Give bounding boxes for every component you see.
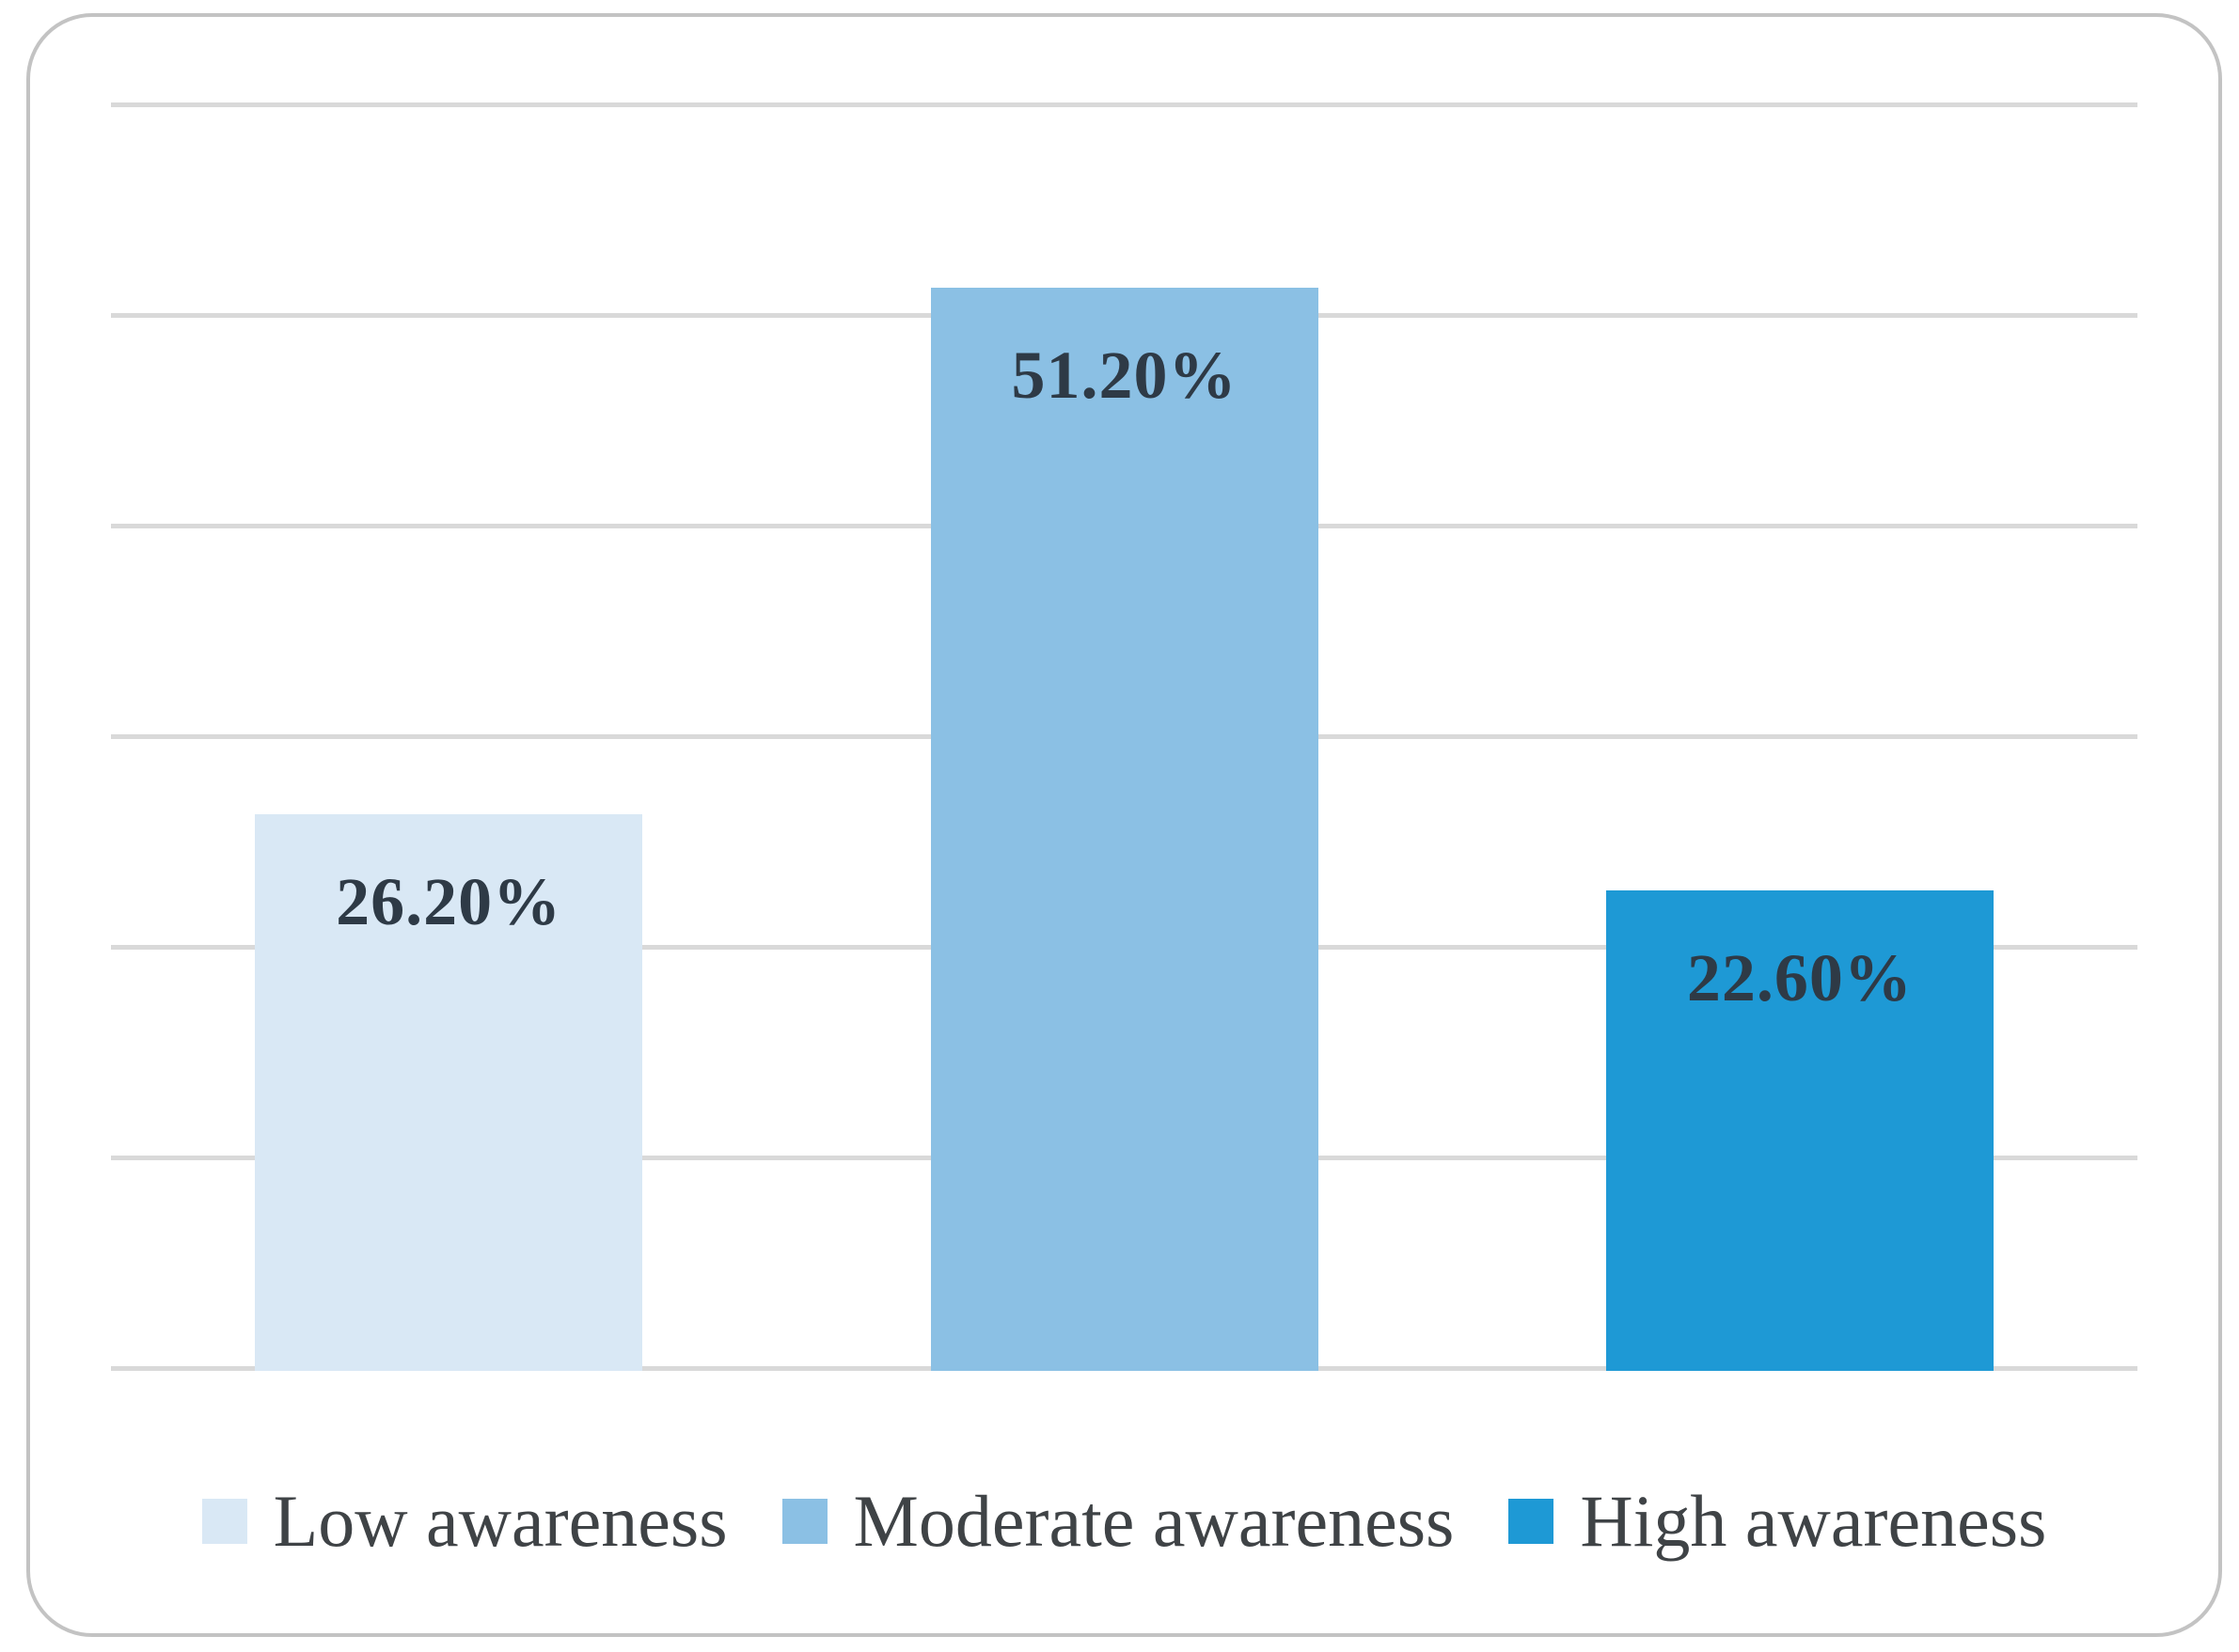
legend-label: High awareness [1580, 1480, 2047, 1562]
bar-high-awareness: 22.60% [1605, 889, 1994, 1371]
plot-area: 26.20% 51.20% 22.60% [30, 17, 2218, 1633]
legend-color-swatch-icon [201, 1499, 247, 1544]
figure-border: 26.20% 51.20% 22.60% Low awareness Moderate… [26, 13, 2222, 1637]
legend-label: Low awareness [273, 1480, 728, 1562]
legend-color-swatch-icon [781, 1499, 828, 1544]
gridline-60-percent [111, 102, 2137, 107]
legend-item-low-awareness: Low awareness [201, 1480, 728, 1562]
bar-low-awareness: 26.20% [255, 814, 643, 1371]
bar-value-label: 26.20% [336, 864, 562, 940]
legend-item-high-awareness: High awareness [1508, 1485, 2046, 1558]
bar-moderate-awareness: 51.20% [930, 288, 1318, 1371]
bar-value-label: 51.20% [1011, 338, 1238, 414]
legend-item-moderate-awareness: Moderate awareness [781, 1480, 1455, 1562]
legend: Low awareness Moderate awareness High awar… [30, 1465, 2218, 1578]
bar-value-label: 22.60% [1686, 939, 1913, 1015]
legend-label: Moderate awareness [853, 1480, 1455, 1562]
legend-color-swatch-icon [1508, 1499, 1554, 1544]
